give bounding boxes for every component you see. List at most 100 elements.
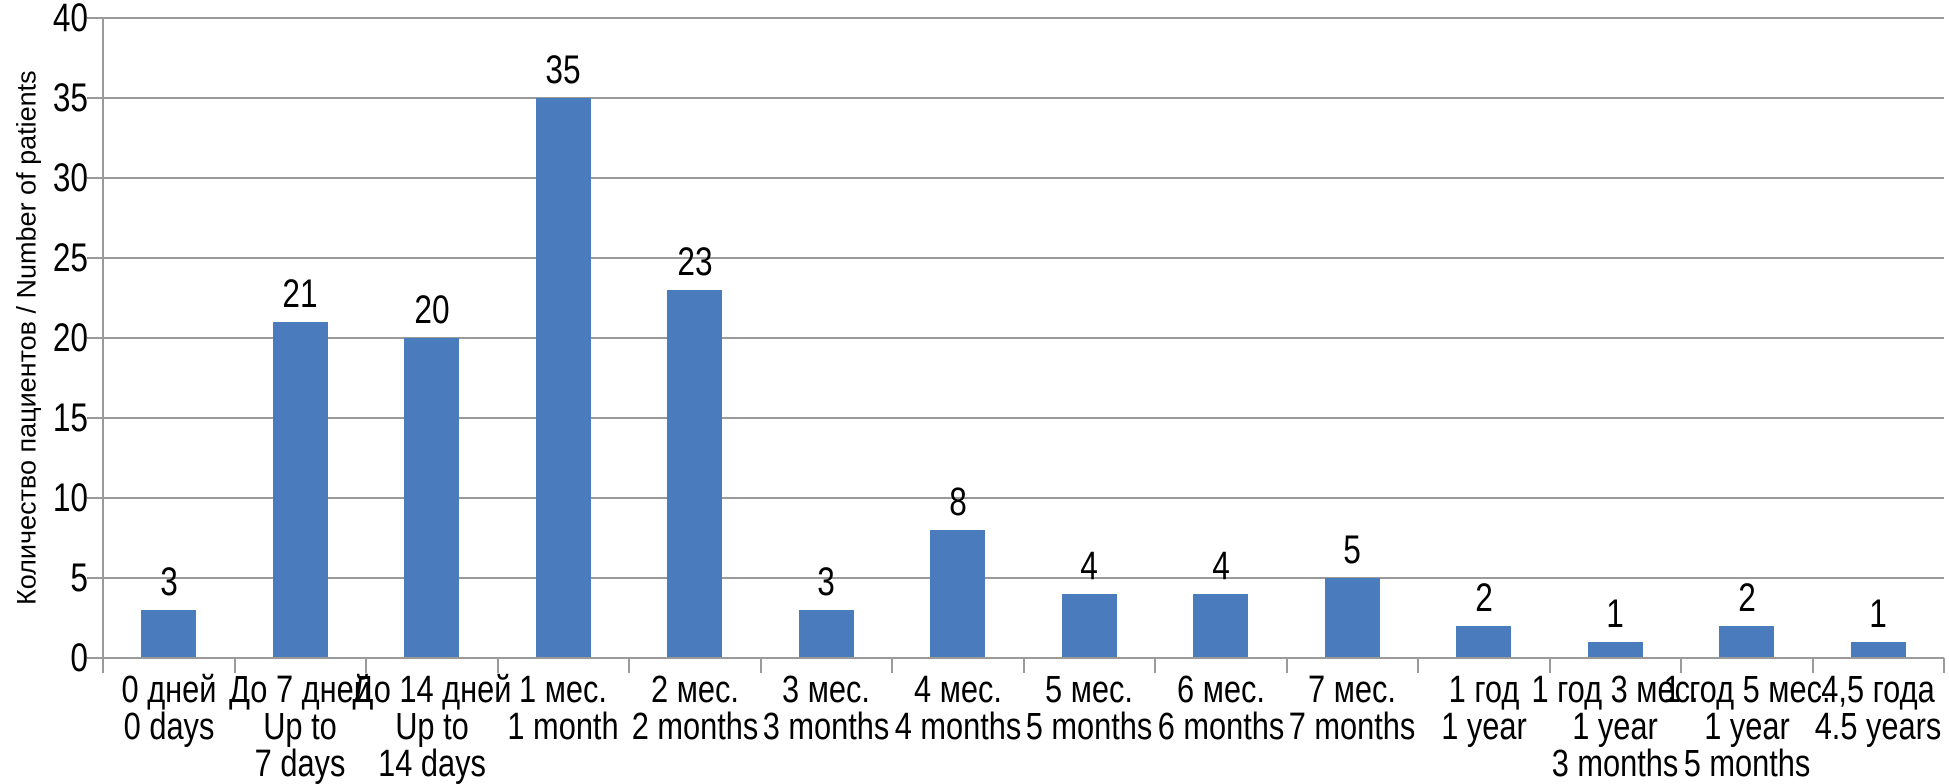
x-axis-tick-mark [365,658,367,673]
x-category-label: 5 мес. 5 months [992,669,1186,748]
bar-value-label: 5 [1343,528,1362,572]
bar-value-label: 3 [159,560,178,604]
y-tick-label: 15 [52,396,88,440]
gridline-10 [103,497,1944,499]
x-category-label-line: 4.5 years [1814,706,1942,748]
gridline-35 [103,97,1944,99]
x-category-label-line: Up to [394,706,469,748]
x-axis-tick-mark [891,658,893,673]
y-tick-label: 35 [52,76,88,120]
bar-value-label: 2 [1737,576,1756,620]
x-category-label-line: 7 months [1288,706,1416,748]
x-category-label-line: 5 months [1683,743,1811,784]
x-category-label-line: 6 months [1157,706,1285,748]
x-category-label: 6 мес. 6 months [1124,669,1318,748]
bar-value-label: 8 [948,480,967,524]
x-axis-tick-mark [1680,658,1682,673]
x-axis-tick-mark [233,658,236,673]
x-category-label-line: 7 days [254,743,346,784]
x-category-label-line: 6 мес. [1176,669,1265,711]
bar-value-label: 1 [1869,592,1888,636]
x-category-label-line: 4,5 года [1821,669,1935,711]
x-axis-tick-mark [1811,658,1814,673]
x-axis-tick-mark [759,658,762,673]
gridline-15 [103,417,1944,419]
bar-value-label: 3 [817,560,836,604]
x-axis-tick-mark [1943,658,1945,673]
x-axis-tick-mark [1417,658,1419,673]
y-tick-label: 0 [70,636,88,680]
x-category-label-line: 4 мес. [913,669,1002,711]
x-category-label: 2 мес. 2 months [598,669,792,748]
x-axis-tick-mark [1022,658,1025,673]
x-category-label-line: 1 год 3 мес. [1531,669,1699,711]
bar-value-label: 23 [677,240,713,284]
bar [141,610,197,658]
x-category-label-line: 1 мес. [519,669,608,711]
bar-value-label: 20 [414,288,450,332]
x-category-label: 0 дней 0 days [72,669,266,746]
x-axis-tick-mark [628,658,630,673]
y-axis-tick-mark [87,577,103,579]
y-axis-tick-mark [87,497,103,499]
x-category-label-line: 1 month [507,706,619,748]
y-axis-line [102,18,104,673]
bar [1061,594,1117,658]
gridline-25 [103,257,1944,259]
bar [404,338,460,658]
bar [1587,642,1643,658]
x-category-label: 7 мес. 7 months [1255,671,1449,748]
y-axis-tick-mark [87,97,103,99]
x-category-label: 4,5 года 4.5 years [1781,669,1949,748]
y-tick-label: 10 [52,476,88,520]
y-axis-tick-mark [87,417,103,419]
bar-value-label: 21 [282,272,318,316]
x-category-label-line: 1 year [1703,706,1790,748]
x-category-label-line: 5 months [1025,706,1153,748]
y-tick-label: 40 [52,0,88,40]
gridline-5 [103,577,1944,579]
x-category-label: 3 мес. 3 months [729,669,923,748]
x-category-label-line: 3 мес. [782,669,871,711]
x-category-label: 4 мес. 4 months [861,669,1055,748]
x-category-label-line: 3 months [762,706,890,748]
x-axis-tick-mark [1285,658,1288,673]
y-axis-tick-mark [87,657,103,659]
y-axis-tick-mark [87,337,103,339]
y-tick-label: 20 [52,316,88,360]
x-axis-tick-mark [1548,658,1551,673]
bar [798,610,854,658]
x-axis-tick-mark [496,658,499,673]
y-tick-label: 5 [70,556,88,600]
x-category-label: 1 мес. 1 month [466,669,660,748]
bar-value-label: 4 [1211,544,1230,588]
x-category-label-line: 5 мес. [1045,669,1134,711]
bar-value-label: 4 [1080,544,1099,588]
bar [667,290,723,658]
x-category-label-line: 1 year [1440,706,1527,748]
x-category-label-line: 3 months [1551,743,1679,784]
bar [1850,642,1906,658]
y-tick-label: 30 [52,156,88,200]
gridline-20 [103,337,1944,339]
x-category-label-line: До 14 дней [352,669,512,711]
y-axis-tick-mark [87,177,103,179]
x-axis-tick-mark [1154,658,1156,673]
y-axis-tick-mark [87,17,103,19]
x-category-label: До 7 дней Up to 7 days [203,671,397,784]
bar [535,98,591,658]
gridline-40 [103,17,1944,19]
x-category-label-line: 14 days [377,743,486,784]
bar-value-label: 2 [1474,576,1493,620]
x-category-label: До 14 дней Up to 14 days [335,669,529,784]
bar [1324,578,1380,658]
x-category-label-line: 4 months [894,706,1022,748]
x-category-label: 1 год 3 мес. 1 year 3 months [1518,669,1712,784]
bar [272,322,328,658]
x-category-label-line: 2 мес. [650,669,739,711]
bar [1193,594,1249,658]
x-category-label-line: 2 months [631,706,759,748]
x-category-label-line: 1 year [1572,706,1659,748]
x-category-label-line: 0 дней [121,669,217,711]
